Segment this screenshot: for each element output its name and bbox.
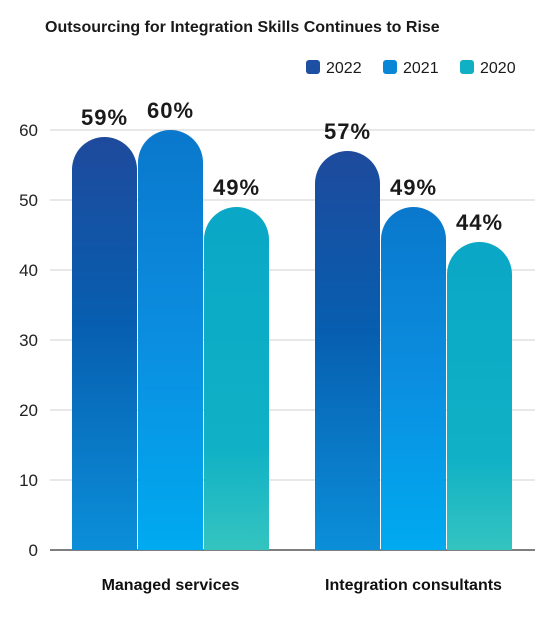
bars: 59% 60% 49% 57% 49% 44%: [72, 98, 512, 550]
legend-swatch: [306, 60, 320, 74]
bar-2020: [447, 242, 512, 550]
data-label: 49%: [390, 175, 437, 200]
legend-label: 2022: [326, 60, 362, 77]
bar-2022: [315, 151, 380, 550]
data-label: 49%: [213, 175, 260, 200]
chart-title: Outsourcing for Integration Skills Conti…: [45, 19, 440, 36]
legend: 2022 2021 2020: [306, 60, 516, 77]
x-axis: Managed services Integration consultants: [102, 577, 502, 594]
y-tick-label: 50: [19, 191, 38, 210]
y-tick-label: 20: [19, 401, 38, 420]
bar-2020: [204, 207, 269, 550]
y-axis: 0 10 20 30 40 50 60: [19, 121, 38, 560]
y-tick-label: 0: [29, 541, 38, 560]
bar-2021: [381, 207, 446, 550]
data-label: 59%: [81, 105, 128, 130]
y-tick-label: 10: [19, 471, 38, 490]
data-label: 57%: [324, 119, 371, 144]
y-tick-label: 60: [19, 121, 38, 140]
legend-swatch: [383, 60, 397, 74]
data-label: 60%: [147, 98, 194, 123]
x-category-label: Integration consultants: [325, 577, 502, 594]
y-tick-label: 30: [19, 331, 38, 350]
bar-2022: [72, 137, 137, 550]
legend-swatch: [460, 60, 474, 74]
y-tick-label: 40: [19, 261, 38, 280]
x-category-label: Managed services: [102, 577, 240, 594]
legend-label: 2020: [480, 60, 516, 77]
bar-2021: [138, 130, 203, 550]
legend-label: 2021: [403, 60, 439, 77]
data-label: 44%: [456, 210, 503, 235]
